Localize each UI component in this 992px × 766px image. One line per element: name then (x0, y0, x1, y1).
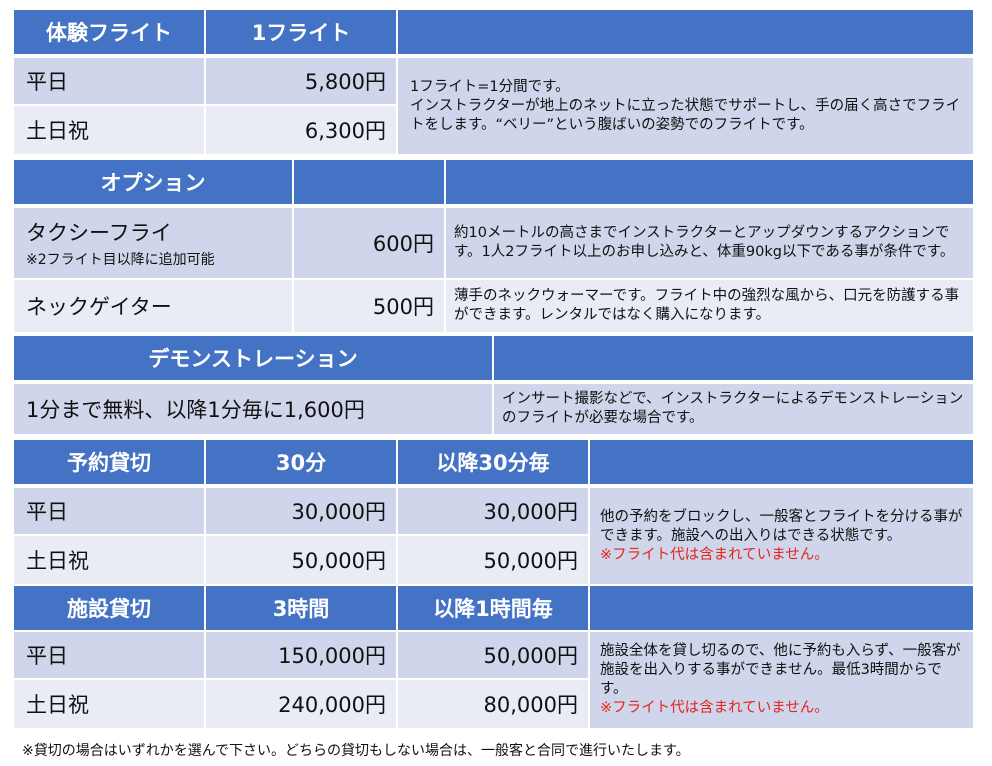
reserve-row-holiday-label: 土日祝 (14, 536, 204, 584)
footer-note: ※貸切の場合はいずれかを選んで下さい。どちらの貸切もしない場合は、一般客と合同で… (22, 743, 690, 759)
reserve-col-30min: 30分 (206, 440, 396, 484)
reserve-row-holiday-price2: 50,000円 (398, 536, 588, 584)
option-neck-price: 500円 (294, 280, 444, 332)
trial-desc-line1: 1フライト=1分間です。 (410, 78, 570, 95)
option-neck-label: ネックゲイター (14, 280, 292, 332)
reserve-desc: 他の予約をブロックし、一般客とフライトを分ける事ができます。施設への出入りはでき… (590, 488, 973, 584)
option-taxi-price: 600円 (294, 208, 444, 278)
demo-header: デモンストレーション (14, 336, 492, 380)
option-taxi-label: タクシーフライ ※2フライト目以降に追加可能 (14, 208, 292, 278)
trial-row-holiday-label: 土日祝 (14, 106, 204, 154)
facility-desc: 施設全体を貸し切るので、他に予約も入らず、一般客が施設を出入りする事ができません… (590, 632, 973, 728)
option-neck-desc: 薄手のネックウォーマーです。フライト中の強烈な風から、口元を防護する事ができます… (446, 280, 973, 332)
options-header: オプション (14, 160, 292, 204)
trial-desc-line2: インストラクターが地上のネットに立った状態でサポートし、手の届く高さでフライトを… (410, 97, 961, 133)
option-taxi-name: タクシーフライ (26, 221, 172, 245)
option-taxi-desc: 約10メートルの高さまでインストラクターとアップダウンするアクションです。1人2… (446, 208, 973, 278)
facility-row-weekday-label: 平日 (14, 632, 204, 678)
facility-col-3h: 3時間 (206, 586, 396, 630)
facility-desc-text: 施設全体を貸し切るので、他に予約も入らず、一般客が施設を出入りする事ができません… (600, 643, 961, 697)
facility-col-after: 以降1時間毎 (398, 586, 588, 630)
facility-row-holiday-price1: 240,000円 (206, 680, 396, 728)
facility-warning: ※フライト代は含まれていません。 (600, 700, 829, 716)
trial-header-blank (398, 10, 973, 54)
trial-header: 体験フライト (14, 10, 204, 54)
reserve-header: 予約貸切 (14, 440, 204, 484)
reserve-row-weekday-price1: 30,000円 (206, 488, 396, 534)
option-taxi-note: ※2フライト目以降に追加可能 (26, 252, 215, 268)
trial-row-weekday-price: 5,800円 (206, 58, 396, 104)
demo-header-blank (494, 336, 973, 380)
reserve-row-weekday-price2: 30,000円 (398, 488, 588, 534)
trial-row-holiday-price: 6,300円 (206, 106, 396, 154)
options-header-blank-2 (446, 160, 973, 204)
reserve-col-after: 以降30分毎 (398, 440, 588, 484)
facility-row-holiday-price2: 80,000円 (398, 680, 588, 728)
trial-row-weekday-label: 平日 (14, 58, 204, 104)
reserve-warning: ※フライト代は含まれていません。 (600, 546, 829, 563)
trial-description: 1フライト=1分間です。 インストラクターが地上のネットに立った状態でサポートし… (398, 58, 973, 154)
facility-row-weekday-price1: 150,000円 (206, 632, 396, 678)
trial-col-1flight: 1フライト (206, 10, 396, 54)
reserve-row-holiday-price1: 50,000円 (206, 536, 396, 584)
reserve-desc-text: 他の予約をブロックし、一般客とフライトを分ける事ができます。施設への出入りはでき… (600, 508, 963, 544)
facility-header: 施設貸切 (14, 586, 204, 630)
demo-desc: インサート撮影などで、インストラクターによるデモンストレーションのフライトが必要… (494, 384, 973, 434)
facility-header-blank (590, 586, 973, 630)
facility-row-holiday-label: 土日祝 (14, 680, 204, 728)
reserve-row-weekday-label: 平日 (14, 488, 204, 534)
reserve-header-blank (590, 440, 973, 484)
options-header-blank-1 (294, 160, 444, 204)
demo-price-text: 1分まで無料、以降1分毎に1,600円 (14, 384, 492, 434)
facility-row-weekday-price2: 50,000円 (398, 632, 588, 678)
